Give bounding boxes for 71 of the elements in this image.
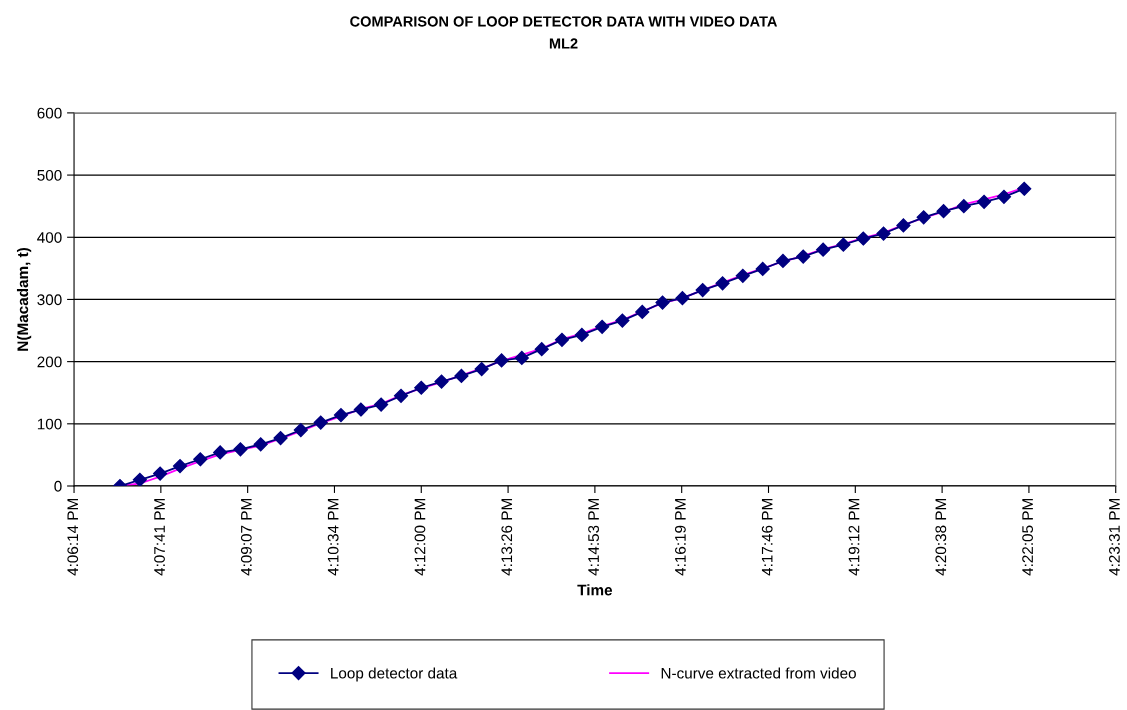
y-tick-label: 200 xyxy=(37,356,62,368)
x-tick-label: 4:14:53 PM xyxy=(588,499,599,576)
point xyxy=(574,327,589,342)
point xyxy=(695,283,710,298)
x-tick-label: 4:10:34 PM xyxy=(327,499,339,576)
point xyxy=(374,397,389,412)
x-tick-label: 4:09:07 PM xyxy=(240,499,252,576)
x-tick-label: 4:22:05 PM xyxy=(1022,499,1034,576)
point xyxy=(554,332,570,347)
x-tick-label: 4:17:46 PM xyxy=(761,499,773,576)
point xyxy=(132,472,147,486)
point xyxy=(233,442,248,457)
point xyxy=(775,253,791,268)
point xyxy=(474,362,489,377)
point xyxy=(293,422,308,438)
point xyxy=(996,189,1012,204)
point xyxy=(655,295,670,310)
point xyxy=(153,466,168,481)
point xyxy=(313,415,328,430)
x-tick-label: 4:07:41 PM xyxy=(154,499,165,576)
point xyxy=(856,231,871,246)
point xyxy=(896,218,911,233)
point xyxy=(876,226,891,241)
x-tick-label: 4:13:26 PM xyxy=(501,499,513,576)
y-tick-label: 300 xyxy=(37,294,62,306)
point xyxy=(494,353,509,368)
point xyxy=(956,199,971,214)
point xyxy=(755,261,770,277)
x-tick-label: 4:06:14 PM xyxy=(67,499,79,576)
point xyxy=(976,194,992,209)
point xyxy=(715,276,730,291)
point xyxy=(434,374,449,389)
point xyxy=(514,350,529,365)
point xyxy=(393,388,409,403)
x-tick-label: 4:16:19 PM xyxy=(674,499,686,576)
x-tick-label: 4:19:12 PM xyxy=(848,499,860,576)
x-tick-label: 4:23:31 PM xyxy=(1109,499,1120,576)
point xyxy=(615,313,630,328)
y-tick-label: 0 xyxy=(54,480,62,492)
legend-label: Loop detector data xyxy=(331,667,458,682)
legend-label: N-curve extracted from video xyxy=(661,667,856,679)
point xyxy=(414,380,429,395)
y-tick-label: 500 xyxy=(37,169,62,181)
point xyxy=(172,459,188,474)
chart-title: COMPARISON OF LOOP DETECTOR DATA WITH VIDEO DATA xyxy=(350,16,778,27)
y-axis-title: N(Macadam, t) xyxy=(16,247,32,351)
point xyxy=(816,242,831,257)
point xyxy=(936,204,951,219)
point xyxy=(735,268,750,283)
point xyxy=(253,437,268,452)
point xyxy=(454,368,469,384)
point xyxy=(353,402,368,417)
x-axis-title: Time xyxy=(577,584,613,596)
point xyxy=(213,445,228,460)
point xyxy=(635,304,650,319)
x-tick-label: 4:12:00 PM xyxy=(414,499,426,576)
y-tick-label: 100 xyxy=(37,418,62,430)
point xyxy=(534,342,549,357)
y-tick-label: 600 xyxy=(37,107,62,119)
point xyxy=(836,237,851,252)
point xyxy=(1017,181,1032,196)
y-tick-label: 400 xyxy=(37,232,62,243)
chart-subtitle: ML2 xyxy=(549,38,578,49)
point xyxy=(796,249,811,264)
point xyxy=(273,431,288,446)
point xyxy=(595,319,610,334)
point xyxy=(675,291,690,306)
point xyxy=(333,408,349,423)
point xyxy=(916,210,931,225)
x-tick-label: 4:20:38 PM xyxy=(935,499,947,576)
point xyxy=(193,452,208,467)
